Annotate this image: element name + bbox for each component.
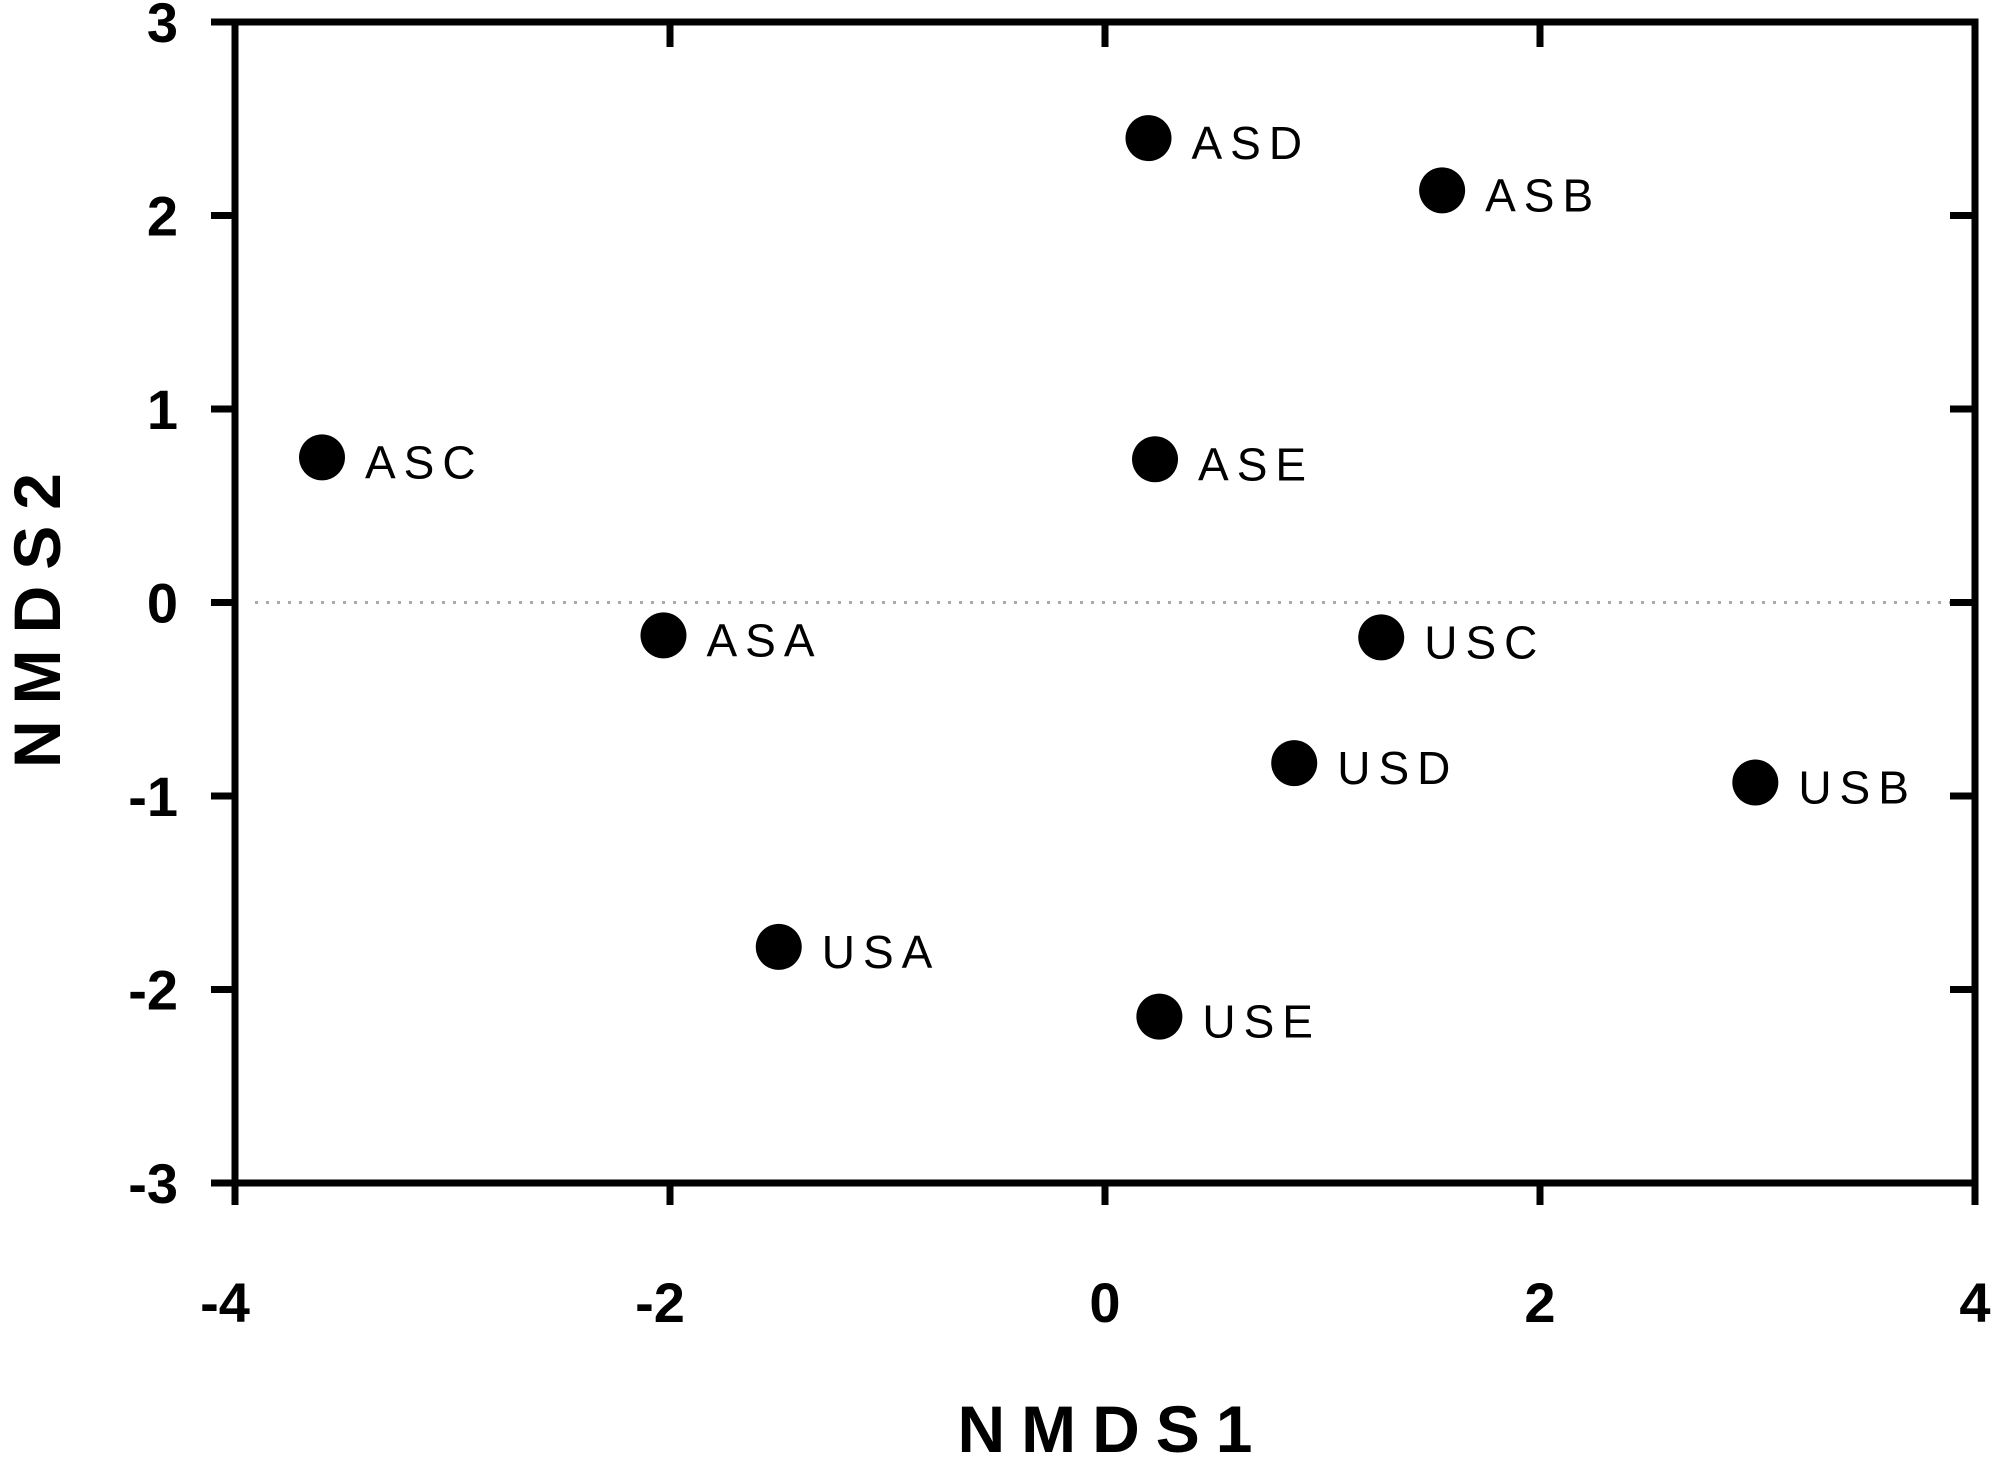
data-point-label: ASD — [1192, 117, 1311, 169]
data-point — [1732, 759, 1779, 806]
data-point-labels: ASD ASB ASC ASE ASA USC USD USB USA USE — [365, 117, 1917, 1048]
data-point — [640, 612, 687, 659]
data-point-label: USC — [1424, 616, 1545, 668]
y-tick-label: 0 — [147, 572, 178, 635]
y-tick-label: 3 — [147, 0, 178, 54]
x-tick-label: 0 — [1089, 1271, 1120, 1334]
data-point — [1419, 167, 1466, 214]
data-point — [755, 923, 802, 970]
y-tick-label: 2 — [147, 185, 178, 248]
y-tick-label: -1 — [128, 765, 178, 828]
y-tick-label: -2 — [128, 959, 178, 1022]
x-axis-tick-labels: -4 -2 0 2 4 — [200, 1271, 1990, 1334]
data-point-label: USE — [1202, 996, 1321, 1048]
y-tick-label: -3 — [128, 1152, 178, 1215]
data-point — [299, 434, 345, 481]
data-points — [299, 115, 1779, 1040]
data-point-label: ASE — [1198, 438, 1314, 490]
data-point-label: USA — [822, 926, 941, 978]
data-point-label: ASA — [706, 614, 822, 666]
y-axis-title: NMDS2 — [0, 457, 74, 768]
data-point — [1136, 993, 1183, 1040]
data-point — [1125, 115, 1172, 162]
data-point-label: USB — [1798, 761, 1917, 813]
data-point-label: ASC — [365, 436, 484, 488]
data-point — [1132, 436, 1179, 483]
y-axis-ticks — [211, 18, 1975, 1187]
data-point — [1271, 740, 1318, 787]
y-axis-tick-labels: -3 -2 -1 0 1 2 3 — [128, 0, 178, 1215]
data-point-label: USD — [1337, 742, 1458, 794]
x-tick-label: -2 — [635, 1271, 685, 1334]
x-tick-label: -4 — [200, 1271, 250, 1334]
data-point-label: ASB — [1485, 169, 1601, 221]
x-axis-ticks — [231, 22, 1979, 1205]
x-tick-label: 4 — [1959, 1271, 1990, 1334]
x-axis-title: NMDS1 — [957, 1392, 1268, 1465]
y-tick-label: 1 — [147, 378, 178, 441]
x-tick-label: 2 — [1524, 1271, 1555, 1334]
data-point — [1358, 614, 1405, 661]
